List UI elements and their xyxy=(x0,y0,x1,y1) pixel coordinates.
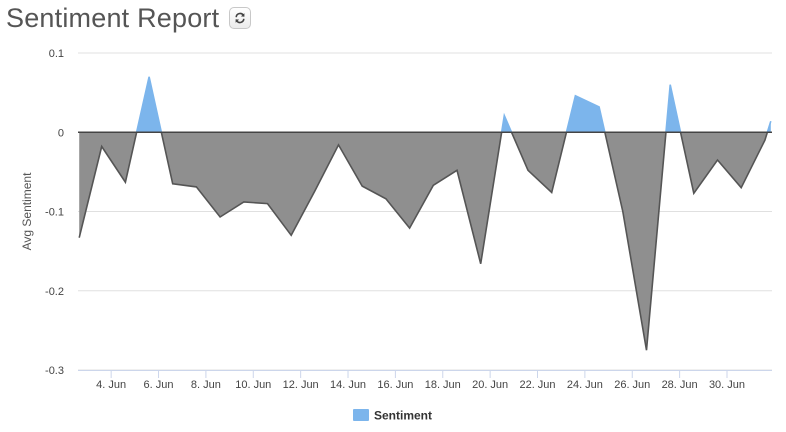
data-point[interactable] xyxy=(525,167,531,173)
data-point[interactable] xyxy=(407,225,413,231)
data-point[interactable] xyxy=(762,137,768,143)
negative-area xyxy=(79,132,771,351)
x-tick-label: 16. Jun xyxy=(377,379,413,391)
data-point[interactable] xyxy=(549,189,555,195)
data-point[interactable] xyxy=(99,144,105,150)
refresh-icon xyxy=(235,12,245,24)
data-point[interactable] xyxy=(122,179,128,185)
x-tick-label: 26. Jun xyxy=(614,379,650,391)
data-point[interactable] xyxy=(146,74,152,80)
x-tick-label: 6. Jun xyxy=(144,379,174,391)
data-point[interactable] xyxy=(691,190,697,196)
refresh-button[interactable] xyxy=(229,7,252,29)
data-point[interactable] xyxy=(217,214,223,220)
x-tick-label: 12. Jun xyxy=(283,379,319,391)
data-point[interactable] xyxy=(572,93,578,99)
x-tick-label: 20. Jun xyxy=(472,379,508,391)
y-axis-title: Avg Sentiment xyxy=(20,172,34,250)
data-point[interactable] xyxy=(264,201,270,207)
y-tick-label: -0.3 xyxy=(45,365,64,377)
series-line-negative xyxy=(78,132,769,351)
data-point[interactable] xyxy=(193,184,199,190)
series-line-positive xyxy=(135,76,772,133)
data-point[interactable] xyxy=(170,181,176,187)
data-point[interactable] xyxy=(383,196,389,202)
legend-item-sentiment[interactable]: Sentiment xyxy=(353,409,432,423)
data-point[interactable] xyxy=(768,118,774,124)
data-point[interactable] xyxy=(336,142,342,148)
data-point[interactable] xyxy=(288,232,294,238)
data-point[interactable] xyxy=(76,235,82,241)
data-point[interactable] xyxy=(596,104,602,110)
legend-swatch xyxy=(353,409,369,421)
data-point[interactable] xyxy=(667,82,673,88)
data-point[interactable] xyxy=(241,199,247,205)
x-tick-label: 10. Jun xyxy=(235,379,271,391)
report-header: Sentiment Report xyxy=(6,0,252,36)
data-point[interactable] xyxy=(643,347,649,353)
x-tick-label: 24. Jun xyxy=(567,379,603,391)
x-tick-label: 14. Jun xyxy=(330,379,366,391)
x-tick-label: 8. Jun xyxy=(191,379,221,391)
x-tick-label: 28. Jun xyxy=(662,379,698,391)
data-point[interactable] xyxy=(312,188,318,194)
data-point[interactable] xyxy=(359,183,365,189)
y-tick-label: -0.1 xyxy=(45,207,64,219)
x-tick-label: 30. Jun xyxy=(709,379,745,391)
data-point[interactable] xyxy=(715,157,721,163)
y-tick-label: 0.1 xyxy=(49,48,64,60)
data-point[interactable] xyxy=(454,167,460,173)
data-point[interactable] xyxy=(501,113,507,119)
page-title: Sentiment Report xyxy=(6,2,220,33)
x-tick-label: 22. Jun xyxy=(519,379,555,391)
data-point[interactable] xyxy=(478,261,484,267)
y-tick-label: -0.2 xyxy=(45,286,64,298)
x-tick-label: 18. Jun xyxy=(425,379,461,391)
data-point[interactable] xyxy=(430,182,436,188)
legend-label: Sentiment xyxy=(374,409,432,423)
x-tick-label: 4. Jun xyxy=(96,379,126,391)
data-point[interactable] xyxy=(620,209,626,215)
y-tick-label: 0 xyxy=(58,127,64,139)
data-point[interactable] xyxy=(738,185,744,191)
